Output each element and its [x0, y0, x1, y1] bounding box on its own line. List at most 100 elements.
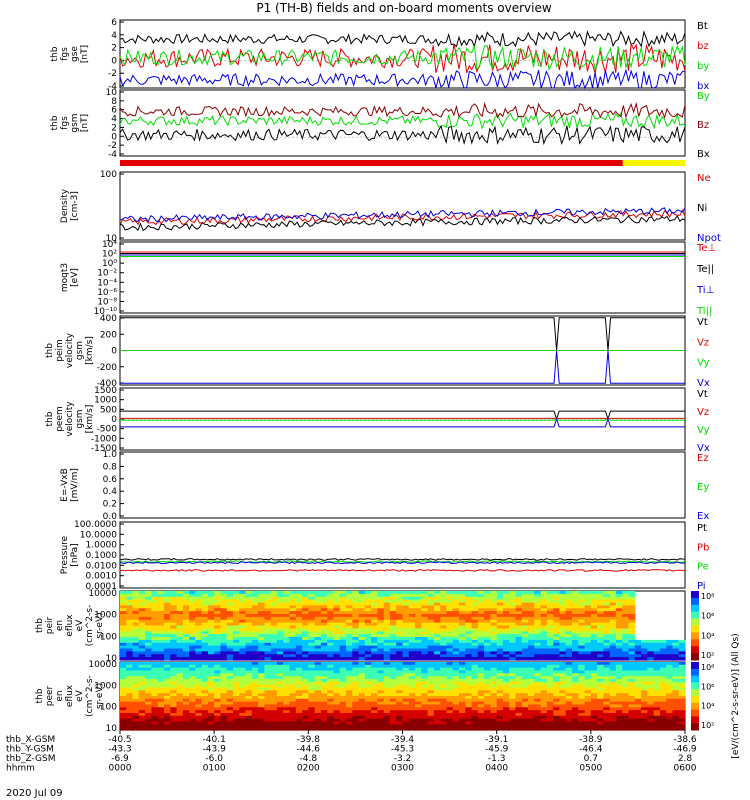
heatmap-cell	[427, 707, 435, 711]
heatmap-cell	[163, 670, 171, 674]
heatmap-cell	[559, 642, 567, 647]
heatmap-cell	[521, 616, 529, 621]
heatmap-cell	[528, 608, 535, 612]
heatmap-cell	[157, 676, 165, 680]
heatmap-cell	[195, 596, 203, 601]
heatmap-cell	[327, 619, 335, 624]
heatmap-cell	[465, 654, 473, 658]
heatmap-cell	[258, 715, 265, 720]
heatmap-cell	[678, 657, 686, 661]
heatmap-cell	[540, 657, 548, 661]
heatmap-cell	[659, 684, 667, 689]
heatmap-cell	[289, 698, 297, 703]
heatmap-cell	[220, 681, 228, 686]
heatmap-cell	[553, 698, 561, 703]
xaxis-tick-label: -45.9	[485, 745, 509, 755]
heatmap-cell	[163, 693, 171, 697]
heatmap-cell	[302, 721, 309, 725]
heatmap-cell	[182, 596, 190, 601]
heatmap-cell	[628, 625, 636, 629]
heatmap-cell	[477, 698, 485, 703]
heatmap-cell	[622, 616, 630, 621]
heatmap-cell	[233, 599, 240, 604]
heatmap-cell	[308, 698, 316, 703]
heatmap-cell	[163, 679, 171, 683]
heatmap-cell	[226, 673, 234, 677]
heatmap-cell	[553, 596, 561, 601]
heatmap-cell	[333, 684, 341, 689]
heatmap-cell	[333, 591, 341, 595]
heatmap-cell	[364, 664, 372, 669]
heatmap-cell	[364, 724, 372, 728]
heatmap-cell	[295, 614, 303, 618]
heatmap-cell	[433, 657, 441, 661]
heatmap-cell	[163, 648, 171, 652]
heatmap-cell	[226, 681, 234, 686]
heatmap-cell	[477, 684, 485, 689]
heatmap-cell	[572, 657, 579, 661]
heatmap-cell	[270, 619, 278, 624]
heatmap-cell	[358, 593, 366, 598]
heatmap-cell	[615, 724, 623, 728]
heatmap-cell	[333, 673, 341, 677]
heatmap-cell	[377, 634, 385, 638]
heatmap-cell	[327, 684, 335, 689]
heatmap-cell	[120, 625, 127, 629]
heatmap-cell	[534, 690, 542, 694]
heatmap-cell	[578, 662, 586, 666]
heatmap-cell	[346, 721, 353, 725]
heatmap-cell	[132, 634, 140, 638]
heatmap-cell	[521, 634, 529, 638]
ylabel-line: Pressure	[60, 535, 70, 574]
heatmap-cell	[251, 657, 259, 661]
heatmap-cell	[320, 599, 328, 604]
heatmap-cell	[459, 713, 466, 717]
heatmap-cell	[176, 628, 184, 632]
heatmap-cell	[163, 602, 171, 606]
heatmap-cell	[402, 667, 410, 672]
heatmap-cell	[371, 718, 378, 723]
heatmap-cell	[389, 616, 397, 621]
heatmap-cell	[603, 681, 611, 686]
heatmap-cell	[377, 591, 385, 595]
heatmap-cell	[163, 701, 171, 706]
heatmap-cell	[364, 696, 372, 700]
heatmap-cell	[678, 715, 686, 720]
ylabel-line: thb	[35, 688, 45, 703]
heatmap-cell	[182, 648, 190, 652]
heatmap-cell	[364, 704, 372, 708]
heatmap-cell	[258, 611, 265, 615]
heatmap-cell	[132, 701, 140, 706]
heatmap-cell	[220, 687, 228, 691]
heatmap-cell	[276, 608, 284, 612]
heatmap-cell	[659, 715, 667, 720]
heatmap-cell	[628, 673, 636, 677]
heatmap-cell	[289, 596, 297, 601]
heatmap-cell	[528, 637, 535, 641]
heatmap-cell	[540, 693, 548, 697]
heatmap-cell	[377, 631, 385, 635]
heatmap-cell	[151, 608, 159, 612]
heatmap-cell	[603, 657, 611, 661]
heatmap-cell	[609, 634, 617, 638]
legend-Te⊥: Te⊥	[696, 243, 716, 254]
heatmap-cell	[176, 651, 184, 655]
heatmap-cell	[182, 673, 190, 677]
heatmap-cell	[157, 670, 165, 674]
heatmap-cell	[251, 713, 259, 717]
heatmap-cell	[408, 599, 416, 604]
heatmap-cell	[490, 608, 498, 612]
heatmap-cell	[289, 667, 297, 672]
heatmap-cell	[578, 693, 586, 697]
heatmap-cell	[534, 670, 542, 674]
heatmap-cell	[264, 667, 272, 672]
heatmap-cell	[672, 667, 680, 672]
heatmap-cell	[383, 602, 391, 606]
heatmap-cell	[352, 642, 360, 647]
heatmap-cell	[653, 727, 661, 731]
heatmap-cell	[276, 679, 284, 683]
heatmap-cell	[170, 596, 178, 601]
heatmap-cell	[553, 673, 561, 677]
heatmap-cell	[233, 631, 240, 635]
